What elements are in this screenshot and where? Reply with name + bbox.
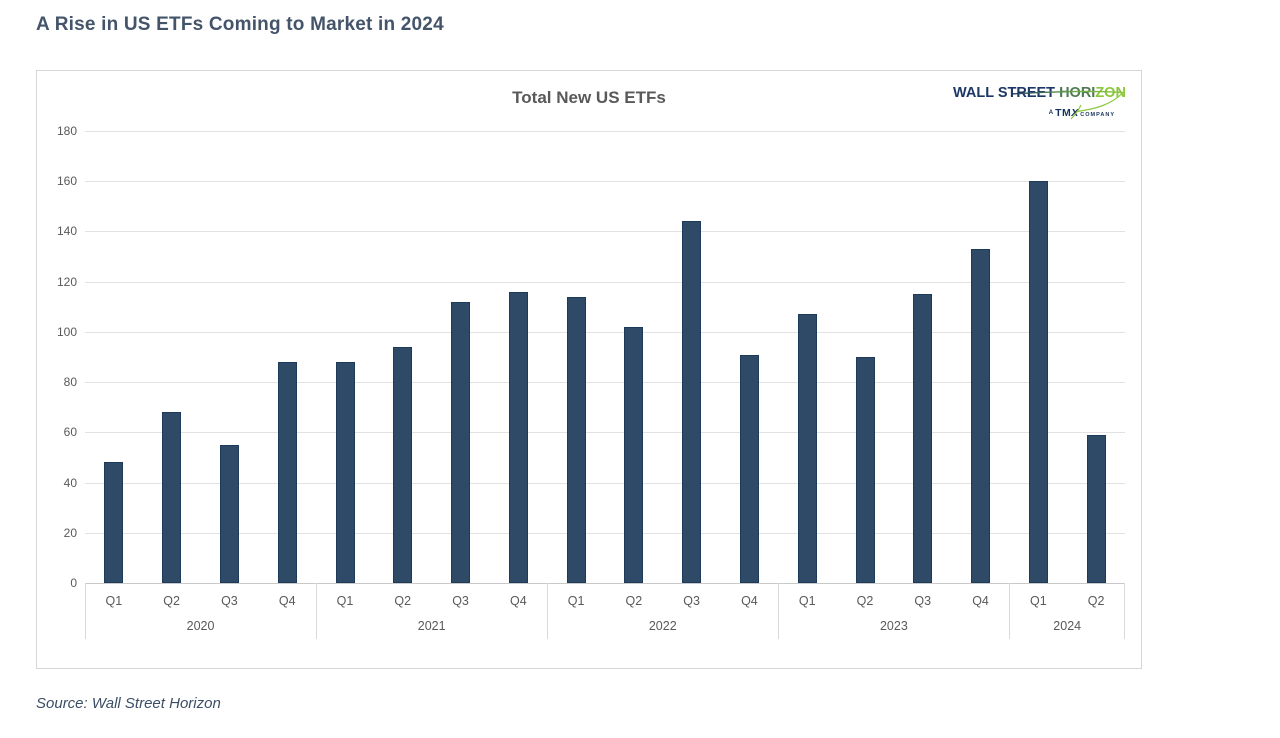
bar bbox=[566, 296, 586, 583]
year-tick-label: 2024 bbox=[1053, 619, 1082, 633]
quarter-tick-label: Q1 bbox=[336, 594, 354, 608]
group-separator bbox=[316, 583, 318, 639]
bar bbox=[855, 357, 875, 583]
gridline bbox=[85, 532, 1125, 534]
y-axis-tick-label: 120 bbox=[56, 274, 77, 289]
y-axis-tick-label: 140 bbox=[56, 224, 77, 239]
source-note: Source: Wall Street Horizon bbox=[36, 695, 221, 712]
quarter-tick-label: Q4 bbox=[509, 594, 527, 608]
logo-subbrand-prefix: A bbox=[1048, 110, 1054, 116]
page-title: A Rise in US ETFs Coming to Market in 20… bbox=[36, 14, 444, 35]
quarter-tick-label: Q1 bbox=[105, 594, 123, 608]
quarter-tick-label: Q2 bbox=[394, 594, 412, 608]
plot-area bbox=[85, 131, 1125, 583]
bar bbox=[1028, 181, 1048, 583]
year-tick-label: 2022 bbox=[648, 619, 677, 633]
quarter-tick-label: Q3 bbox=[452, 594, 469, 608]
wall-street-horizon-logo: WALL STREET HORIZON A TMX COMPANY bbox=[953, 85, 1126, 125]
y-axis-tick-label: 40 bbox=[63, 475, 77, 490]
bar bbox=[508, 291, 528, 583]
quarter-tick-label: Q2 bbox=[856, 594, 874, 608]
bar bbox=[104, 462, 124, 583]
y-axis: 0 20 40 60 80 100 120 140 160 180 bbox=[37, 71, 77, 668]
gridline bbox=[85, 382, 1125, 384]
year-tick-label: 2023 bbox=[879, 619, 908, 633]
group-separator bbox=[1124, 583, 1125, 639]
logo-wordmark-part: ZON bbox=[1095, 85, 1126, 101]
quarter-tick-label: Q4 bbox=[741, 594, 758, 608]
x-axis-line bbox=[85, 583, 1125, 584]
group-separator bbox=[778, 583, 780, 639]
bar bbox=[393, 346, 413, 583]
group-separator bbox=[85, 583, 86, 639]
bar bbox=[797, 314, 817, 583]
bar bbox=[1086, 434, 1106, 583]
group-separator bbox=[547, 583, 549, 639]
bar bbox=[451, 301, 471, 583]
group-separator bbox=[1009, 583, 1011, 639]
y-axis-tick-label: 80 bbox=[63, 375, 77, 390]
gridline bbox=[85, 231, 1125, 233]
logo-wordmark: WALL STREET HORIZON bbox=[953, 85, 1126, 101]
gridline bbox=[85, 482, 1125, 484]
x-axis: Q1 Q2 Q3 Q4 2020 Q1 Q2 Q3 Q4 2021 Q1 Q2 Q3 Q4 2022 Q1 Q2… bbox=[85, 583, 1125, 639]
quarter-tick-label: Q2 bbox=[163, 594, 180, 608]
bar bbox=[162, 412, 182, 583]
quarter-tick-label: Q2 bbox=[625, 594, 643, 608]
bar bbox=[971, 249, 991, 583]
bar bbox=[913, 294, 933, 583]
gridline bbox=[85, 131, 1125, 132]
logo-subbrand-tm: TM bbox=[1055, 107, 1072, 119]
quarter-tick-label: Q3 bbox=[221, 594, 238, 608]
bar bbox=[624, 326, 644, 583]
gridline bbox=[85, 281, 1125, 283]
chart-title: Total New US ETFs bbox=[512, 88, 666, 107]
quarter-tick-label: Q1 bbox=[798, 594, 816, 608]
quarter-tick-label: Q1 bbox=[567, 594, 585, 608]
logo-subbrand-suffix: COMPANY bbox=[1080, 112, 1115, 118]
logo-wordmark-part: WALL STREET bbox=[953, 85, 1060, 101]
bar bbox=[682, 221, 702, 583]
y-axis-tick-label: 160 bbox=[56, 174, 77, 189]
quarter-tick-label: Q1 bbox=[1029, 594, 1047, 608]
bar bbox=[335, 362, 355, 583]
y-axis-tick-label: 0 bbox=[70, 576, 77, 590]
y-axis-tick-label: 20 bbox=[63, 525, 77, 540]
gridline bbox=[85, 331, 1125, 333]
y-axis-tick-label: 100 bbox=[56, 324, 77, 339]
y-axis-tick-label: 180 bbox=[56, 124, 77, 138]
logo-wordmark-part: HORI bbox=[1059, 85, 1096, 101]
tmx-x-swoosh-icon bbox=[1070, 104, 1082, 120]
gridline bbox=[85, 432, 1125, 434]
year-tick-label: 2021 bbox=[417, 619, 446, 633]
quarter-tick-label: Q2 bbox=[1087, 594, 1105, 608]
year-tick-label: 2020 bbox=[186, 619, 215, 633]
bar bbox=[739, 354, 759, 583]
gridline bbox=[85, 181, 1125, 183]
quarter-tick-label: Q4 bbox=[972, 594, 989, 608]
y-axis-tick-label: 60 bbox=[63, 425, 77, 440]
quarter-tick-label: Q3 bbox=[683, 594, 700, 608]
quarter-tick-label: Q3 bbox=[914, 594, 932, 608]
quarter-tick-label: Q4 bbox=[278, 594, 296, 608]
logo-subbrand-x-letter: X bbox=[1071, 107, 1079, 119]
bar bbox=[277, 362, 297, 583]
bar bbox=[219, 444, 239, 583]
logo-subbrand: A TMX COMPANY bbox=[953, 103, 1125, 121]
logo-subbrand-x: X bbox=[1070, 104, 1082, 120]
